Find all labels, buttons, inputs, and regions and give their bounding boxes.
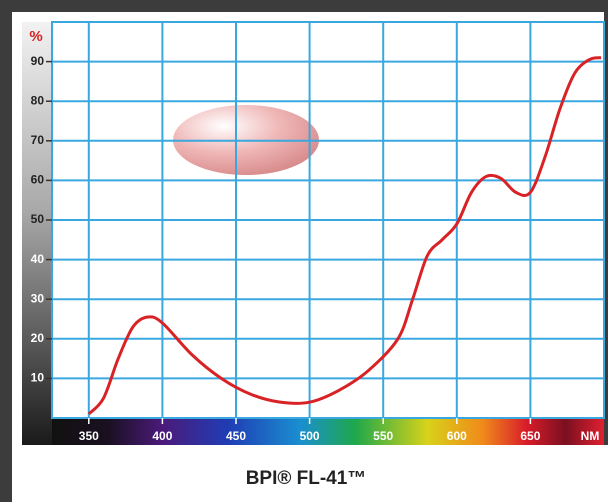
x-tick-label: 350 — [79, 429, 99, 443]
labels: 10 20 30 40 50 60 70 80 90 350 400 450 500 550 600 650 — [31, 54, 541, 443]
y-tick-label: 40 — [31, 252, 45, 266]
x-tick-label: 500 — [300, 429, 320, 443]
x-tick-label: 400 — [152, 429, 172, 443]
y-tick-label: 50 — [31, 212, 45, 226]
x-tick-label: 550 — [373, 429, 393, 443]
x-tick-label: 650 — [520, 429, 540, 443]
frame-right — [604, 0, 608, 445]
y-tick-label: 20 — [31, 331, 45, 345]
x-unit: NM — [581, 429, 600, 443]
x-tick-label: 450 — [226, 429, 246, 443]
x-tick-label: 600 — [447, 429, 467, 443]
y-tick-label: 30 — [31, 291, 45, 305]
y-tick-label: 80 — [31, 93, 45, 107]
y-unit: % — [29, 28, 42, 45]
grid — [51, 21, 605, 419]
y-axis-strip — [22, 22, 52, 445]
spectrum-bar — [52, 418, 604, 445]
y-tick-label: 70 — [31, 133, 45, 147]
y-tick-label: 10 — [31, 371, 45, 385]
transmission-curve — [87, 56, 602, 416]
y-tick-label: 60 — [31, 173, 45, 187]
chart-title: BPI® FL-41™ — [246, 468, 367, 489]
y-tick-label: 90 — [31, 54, 45, 68]
frame-top — [0, 0, 608, 12]
frame-left — [0, 0, 12, 502]
